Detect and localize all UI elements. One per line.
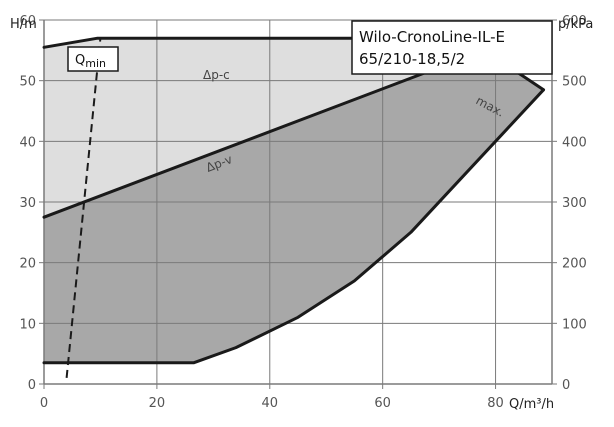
y-tick-label: 10 [19,317,36,332]
x-tick-label: 40 [262,396,279,411]
y-tick-label: 60 [19,14,36,29]
y2-tick-label: 400 [562,135,587,150]
qmin-label: Qmin [75,53,106,70]
x-axis-title: Q/m³/h [509,397,554,412]
x-tick-label: 60 [374,396,391,411]
title-line-2: 65/210-18,5/2 [359,50,465,68]
title-line-1: Wilo-CronoLine-IL-E [359,28,505,46]
qmin-line [65,38,102,378]
y2-tick-label: 300 [562,196,587,211]
y2-tick-label: 0 [562,378,570,393]
y2-tick-label: 200 [562,257,587,272]
y-tick-label: 30 [19,196,36,211]
tick-labels: 0 20 40 60 800102030405060010020030040050060… [19,14,586,411]
y-tick-label: 0 [28,378,36,393]
dp-c-label: Δp-c [203,68,230,82]
x-tick-label: 20 [149,396,166,411]
y-axis-left-title: H/m [10,17,37,32]
y2-tick-label: 500 [562,75,587,90]
x-tick-label: 80 [487,396,504,411]
y-tick-label: 40 [19,135,36,150]
y2-tick-label: 100 [562,317,587,332]
y-axis-right-title: p/kPa [558,17,593,32]
dp-v-curve [42,48,486,219]
y-tick-label: 50 [19,75,36,90]
y-tick-label: 20 [19,257,36,272]
qmin-label-subscript: min [85,57,106,70]
min-curve [42,88,545,365]
qmin-label-main: Q [75,53,85,68]
qmin-box [67,46,119,72]
title-box [351,20,553,75]
dp-c-region [44,38,485,218]
y2-tick-label: 600 [562,14,587,29]
x-tick-label: 0 [40,396,48,411]
